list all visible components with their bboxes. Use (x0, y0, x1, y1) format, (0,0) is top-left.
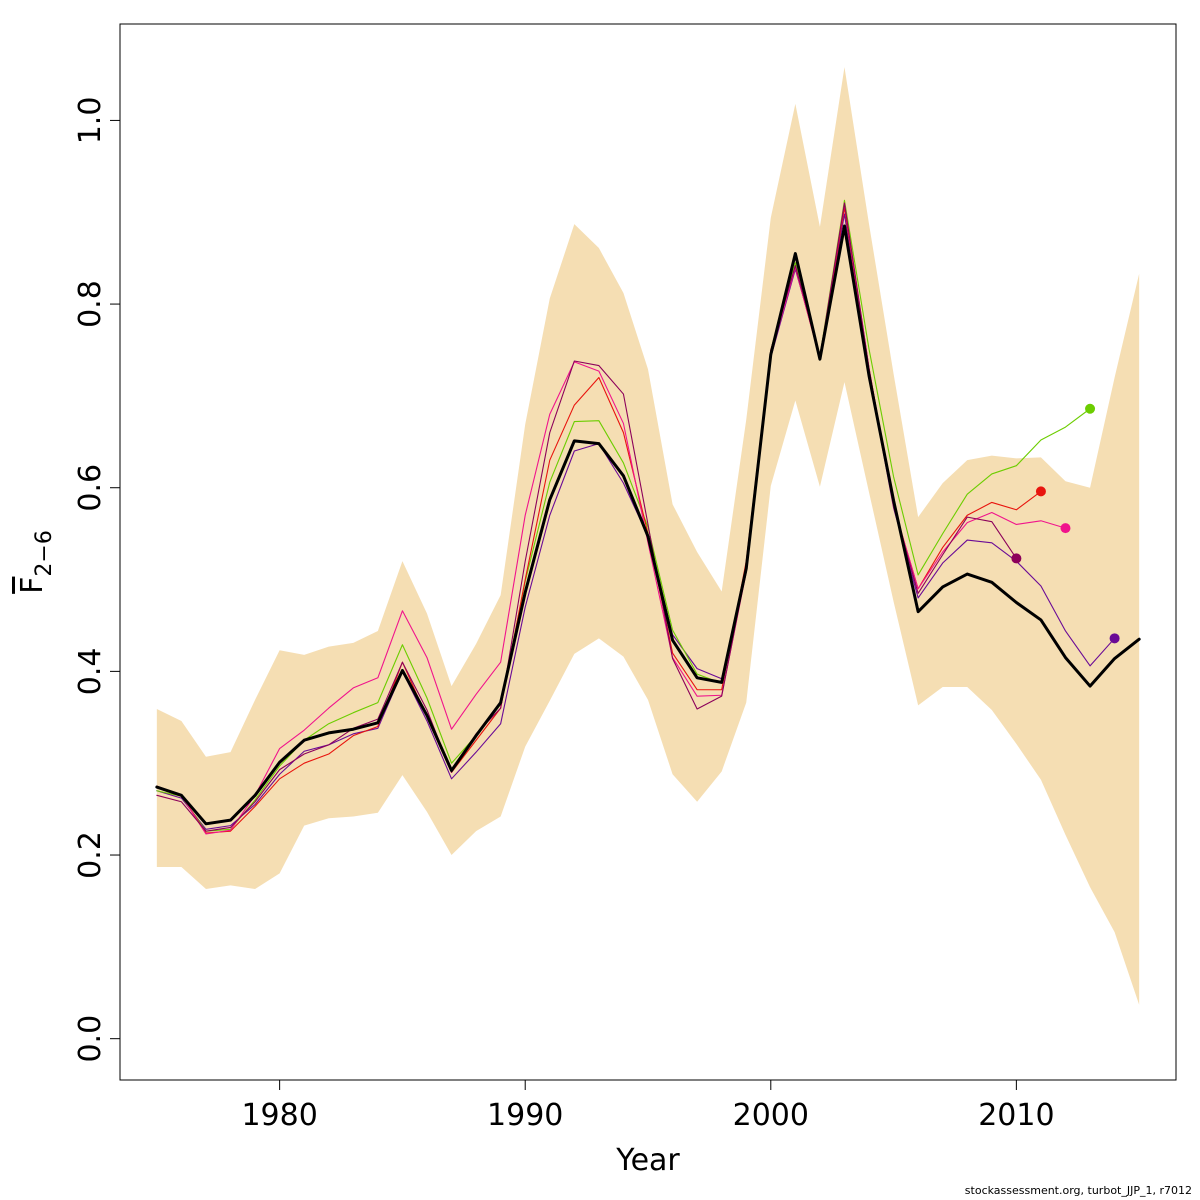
x-tick-label: 1980 (241, 1098, 317, 1133)
y-axis-title-subscript: 2−6 (32, 530, 57, 576)
series-end-point-0 (1109, 633, 1120, 644)
series-end-point-1 (1085, 403, 1096, 414)
series-line-1 (156, 199, 1091, 832)
series-end-point-2 (1035, 486, 1046, 497)
y-tick-label: 0.2 (73, 831, 108, 879)
y-tick-label: 0.0 (73, 1015, 108, 1063)
footer-attribution: stockassessment.org, turbot_JJP_1, r7012 (964, 1184, 1192, 1197)
y-axis: 0.0 0.2 0.4 0.6 0.8 1.0 (73, 97, 121, 1063)
x-axis-title: Year (615, 1143, 680, 1178)
x-axis: 1980 1990 2000 2010 (241, 1079, 1055, 1133)
svg-text:F2−6: F2−6 (15, 530, 57, 594)
series-layer (155, 199, 1141, 835)
end-marker-layer (1011, 403, 1120, 644)
x-tick-label: 1990 (487, 1098, 563, 1133)
x-tick-label: 2000 (733, 1098, 809, 1133)
y-tick-label: 0.6 (73, 464, 108, 512)
y-axis-title-main: F (15, 577, 50, 594)
y-tick-label: 0.4 (73, 648, 108, 696)
y-axis-title: F2−6 (15, 530, 57, 594)
series-end-point-3 (1060, 523, 1071, 534)
x-tick-label: 2010 (978, 1098, 1054, 1133)
series-line-3 (156, 202, 1067, 835)
y-tick-label: 1.0 (73, 97, 108, 145)
series-end-point-4 (1011, 553, 1022, 564)
series-line-5 (155, 224, 1141, 826)
y-tick-label: 0.8 (73, 280, 108, 328)
